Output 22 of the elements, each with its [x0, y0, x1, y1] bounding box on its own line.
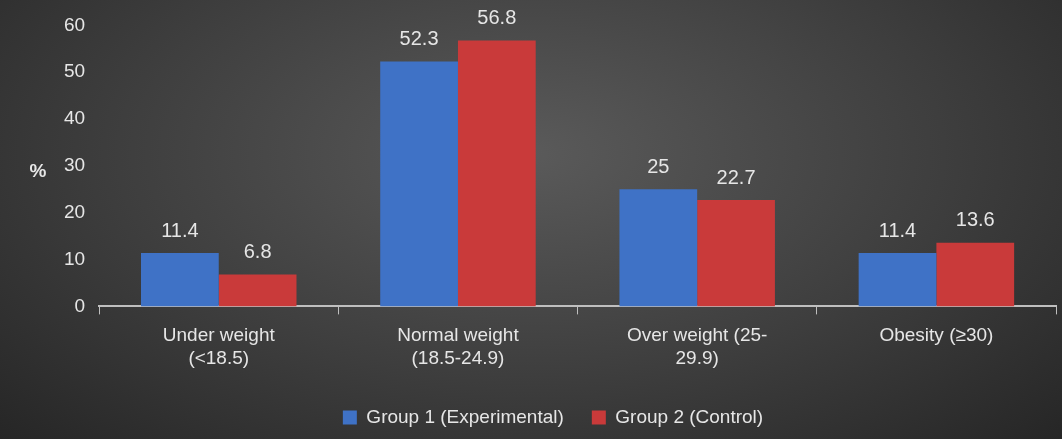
y-tick-label: 0 [74, 294, 86, 316]
data-label: 22.7 [716, 165, 756, 188]
y-tick-label: 30 [63, 154, 86, 176]
y-tick-label: 40 [63, 107, 86, 129]
data-label: 25 [647, 154, 670, 177]
x-tick-label: Over weight (25-29.9) [626, 324, 768, 368]
data-label: 11.4 [878, 218, 917, 241]
y-tick-label: 20 [63, 200, 86, 222]
x-tick-label: Under weight (<18.5) [162, 324, 276, 368]
data-label: 6.8 [243, 240, 272, 263]
y-tick-label: 60 [63, 13, 86, 35]
y-axis-title: % [29, 160, 47, 182]
x-tick-label: Obesity (≥30) [879, 324, 994, 346]
legend-label: Group 1 (Experimental) [366, 405, 564, 427]
data-label: 11.4 [161, 218, 199, 241]
y-tick-label: 50 [63, 60, 86, 82]
data-label: 13.6 [955, 208, 995, 231]
data-label: 52.3 [399, 26, 439, 49]
y-tick-label: 10 [63, 247, 86, 269]
data-label: 56.8 [477, 5, 517, 28]
legend-label: Group 2 (Control) [615, 405, 764, 427]
x-tick-label: Normal weight (18.5-24.9) [397, 324, 520, 368]
